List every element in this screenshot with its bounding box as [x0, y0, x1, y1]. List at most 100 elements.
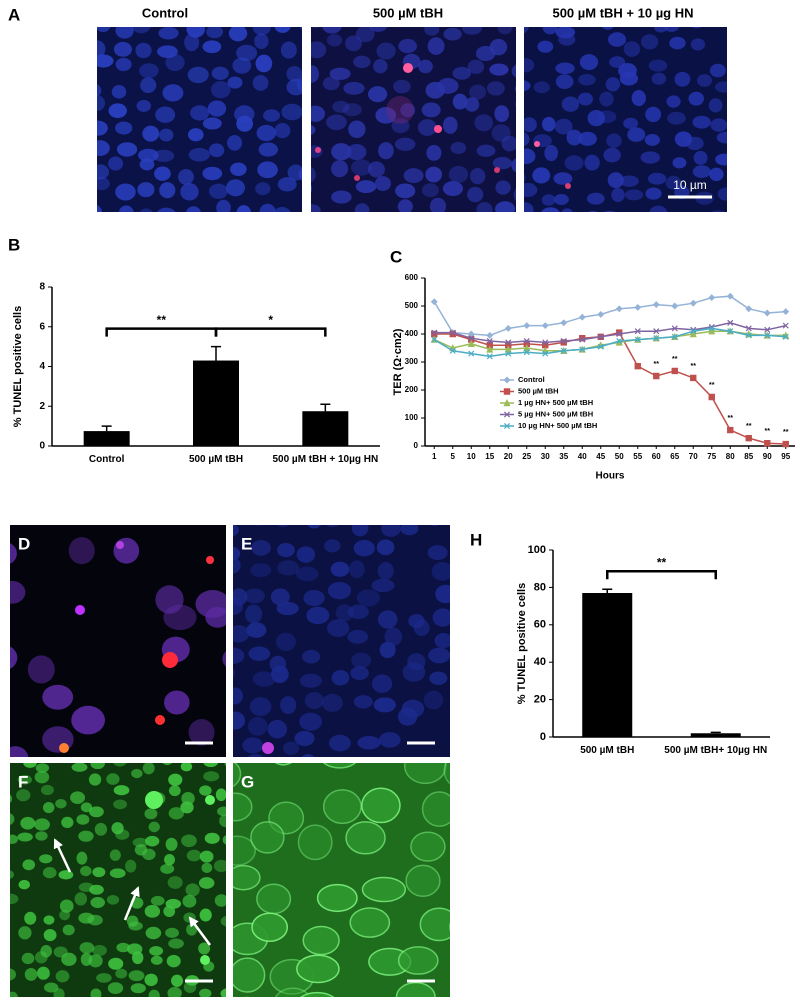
- cell: [410, 831, 446, 862]
- cell: [162, 763, 172, 766]
- cell: [424, 27, 440, 36]
- cell: [115, 829, 130, 840]
- cell: [489, 38, 508, 56]
- cell: [667, 111, 686, 125]
- cell: [284, 229, 305, 241]
- cell: [40, 945, 53, 958]
- cell: [431, 562, 450, 581]
- cell: [10, 991, 18, 997]
- cell: [688, 91, 704, 106]
- cell: [343, 81, 365, 95]
- cell: [167, 876, 183, 889]
- cell: [115, 183, 136, 201]
- cell: [148, 821, 160, 833]
- cell: [228, 27, 248, 42]
- cell: [108, 156, 124, 171]
- cell: [349, 560, 365, 579]
- point: [504, 324, 512, 332]
- point: [597, 310, 605, 318]
- cell: [165, 927, 180, 938]
- cell: [378, 142, 394, 160]
- cell: [435, 584, 450, 604]
- arrow: [53, 838, 72, 873]
- cell: [322, 789, 362, 825]
- cell: [259, 203, 276, 212]
- cell: [731, 131, 749, 146]
- cell: [233, 597, 243, 616]
- point: [671, 302, 679, 310]
- cell: [302, 925, 340, 956]
- cell: [672, 157, 687, 169]
- cell: [205, 606, 226, 628]
- cell: [353, 540, 375, 557]
- cell: [402, 662, 426, 682]
- cell: [297, 824, 333, 861]
- cell: [377, 610, 398, 629]
- cell: [327, 581, 352, 600]
- cell: [417, 119, 437, 136]
- cell: [732, 231, 750, 244]
- cell: [619, 220, 638, 235]
- cell: [371, 674, 393, 693]
- cell: [76, 851, 88, 865]
- cell: [79, 942, 95, 954]
- cell: [461, 27, 483, 35]
- cell: [164, 690, 190, 715]
- x-tick-label: 10: [467, 452, 476, 461]
- annotation: **: [783, 429, 789, 436]
- cell: [42, 867, 57, 879]
- cell: [430, 525, 439, 527]
- cell: [199, 785, 212, 796]
- cell: [322, 27, 342, 34]
- point: [745, 434, 752, 442]
- cell: [354, 203, 370, 212]
- cell: [59, 899, 74, 913]
- cell: [349, 907, 391, 938]
- micrograph: [97, 27, 305, 241]
- cell: [648, 59, 668, 72]
- cell: [156, 207, 176, 212]
- cell: [623, 117, 639, 129]
- cell: [460, 759, 478, 775]
- y-axis-title: % TUNEL positive cells: [12, 306, 24, 427]
- cell: [159, 128, 174, 142]
- cell: [368, 226, 387, 238]
- stained-cell: [155, 715, 165, 725]
- cell: [90, 763, 105, 770]
- y-tick-label: 300: [405, 357, 419, 366]
- cell: [541, 116, 556, 132]
- y-tick-label: 8: [39, 282, 45, 293]
- point: [689, 299, 697, 307]
- cell: [74, 892, 88, 906]
- cell: [395, 183, 416, 199]
- cell: [109, 849, 121, 861]
- cell: [453, 613, 476, 626]
- cell: [511, 158, 516, 173]
- cell: [368, 27, 388, 32]
- cell: [18, 879, 30, 890]
- cell: [277, 525, 290, 527]
- point: [431, 329, 438, 336]
- cell: [90, 988, 102, 997]
- series-line: [433, 295, 786, 337]
- cell: [249, 697, 272, 717]
- point: [449, 329, 456, 336]
- cell: [90, 896, 105, 908]
- cell: [207, 100, 227, 117]
- cell: [454, 513, 475, 531]
- cell: [541, 194, 556, 206]
- cell: [198, 942, 211, 955]
- cell: [494, 105, 510, 123]
- point: [689, 330, 697, 338]
- cell: [437, 78, 459, 94]
- cell: [107, 982, 124, 994]
- cell: [541, 207, 560, 212]
- stained-cell: [386, 96, 414, 124]
- cell: [312, 27, 319, 28]
- cell: [454, 630, 470, 645]
- cell: [311, 124, 316, 135]
- annotation: **: [654, 361, 660, 368]
- cell: [351, 652, 372, 669]
- cell: [267, 719, 287, 739]
- cell: [188, 147, 210, 162]
